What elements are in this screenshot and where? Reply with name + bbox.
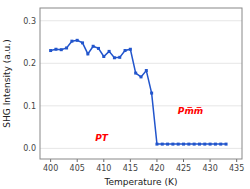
tick-label: 435 (229, 164, 244, 173)
chart: 0.0 0.1 0.2 0.3 400 405 410 415 420 425 430 435 PT Pm… (0, 0, 250, 189)
tick-label: 400 (43, 164, 58, 173)
data-point (219, 143, 222, 146)
data-point (108, 50, 111, 53)
data-point (118, 56, 121, 59)
data-point (76, 39, 79, 42)
data-point (182, 143, 185, 146)
tick-label: 0.2 (23, 59, 36, 68)
data-point (81, 41, 84, 44)
data-point (145, 69, 148, 72)
plot-frame (40, 8, 242, 159)
tick-label: 415 (123, 164, 138, 173)
data-line (51, 40, 226, 144)
annotation: PT (95, 133, 109, 143)
data-point (60, 48, 63, 51)
grid-line (40, 148, 242, 149)
data-point (140, 75, 143, 78)
annotation: Pm̅m̅ (178, 106, 203, 116)
data-point (214, 143, 217, 146)
data-point (187, 143, 190, 146)
data-point (65, 46, 68, 49)
tick-label: 0.1 (23, 102, 36, 111)
data-point (177, 143, 180, 146)
data-point (97, 47, 100, 50)
data-point (225, 143, 228, 146)
data-point (129, 48, 132, 51)
data-point (171, 143, 174, 146)
grid-line (40, 20, 242, 21)
data-point (70, 40, 73, 43)
tick-label: 0.3 (23, 17, 36, 26)
tick-label: 410 (96, 164, 111, 173)
data-point (113, 56, 116, 59)
data-point (86, 52, 89, 55)
grid-line (40, 63, 242, 64)
data-point (124, 49, 127, 52)
tick-label: 405 (70, 164, 85, 173)
data-point (161, 143, 164, 146)
tick-label: 430 (202, 164, 217, 173)
data-point (203, 143, 206, 146)
data-point (150, 92, 153, 95)
data-point (134, 72, 137, 75)
data-point (193, 143, 196, 146)
data-point (54, 48, 57, 51)
plot-area (49, 39, 227, 146)
axis-label: SHG Intensity (a.u.) (2, 39, 12, 127)
data-point (166, 143, 169, 146)
data-point (92, 45, 95, 48)
data-point (209, 143, 212, 146)
data-point (155, 143, 158, 146)
grid-line (40, 105, 242, 106)
axis-label: Temperature (K) (104, 177, 178, 187)
tick-label: 0.0 (23, 144, 36, 153)
tick-label: 420 (149, 164, 164, 173)
tick-label: 425 (176, 164, 191, 173)
data-point (198, 143, 201, 146)
data-point (49, 49, 52, 52)
data-point (102, 55, 105, 58)
